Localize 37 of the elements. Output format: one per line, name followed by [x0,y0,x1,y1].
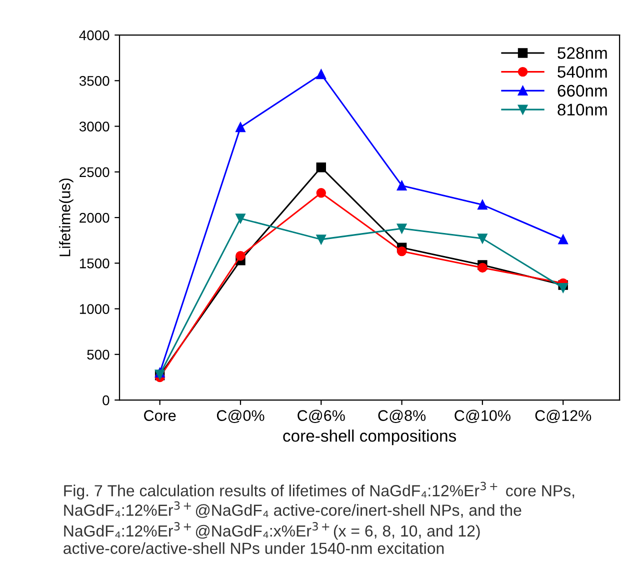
point [316,188,326,198]
text: Fig. 7 The calculation results of lifetimes of NaGdF₄:12%Er$^{3+}$ core NPs, NaGdF₄:12%Er$^{3+}$@NaGdF₄ active-core/inert-shell NPs, and the NaGdF₄:12%Er$^{3+}$@NaGdF₄:x%Er$^{3+}$(x = 6, 8, 10, and 12) active-core/active-shell NPs under 1540-nm excitation [64,482,574,554]
point [478,200,488,210]
point [316,162,326,172]
y-tick-label: 1000 [80,304,110,314]
legend-label: 660nm [558,84,607,97]
point [236,251,246,261]
point [316,69,326,80]
point [236,214,246,224]
y-tick-label: 2000 [80,212,110,223]
x-tick-label: C@0% [216,410,264,423]
point [558,282,568,293]
point [478,262,488,273]
point [396,180,407,190]
legend-label: 540nm [558,66,607,78]
point [236,122,246,132]
y-tick-label: 500 [87,350,110,360]
x-tick-label: C@12% [535,410,592,423]
y-tick-label: 3000 [79,122,110,132]
point [396,224,407,234]
y-axis-title: Lifetime(us) [59,178,74,256]
y-tick-label: 4000 [79,30,110,40]
point [396,246,407,256]
point [316,234,326,244]
y-tick-label: 3500 [79,76,110,86]
y-tick-label: 0 [102,395,110,406]
x-tick-label: C@10% [454,410,510,423]
x-tick-label: Core [144,410,176,421]
legend-label: 810nm [558,104,607,116]
y-tick-label: 2500 [80,167,110,178]
point [558,234,568,244]
x-axis-title: core-shell compositions [283,430,456,446]
point [478,234,488,244]
y-tick-label: 1500 [80,258,110,268]
x-tick-label: C@6% [298,410,345,423]
legend-label: 528nm [558,47,607,59]
x-tick-label: C@8% [378,410,426,423]
